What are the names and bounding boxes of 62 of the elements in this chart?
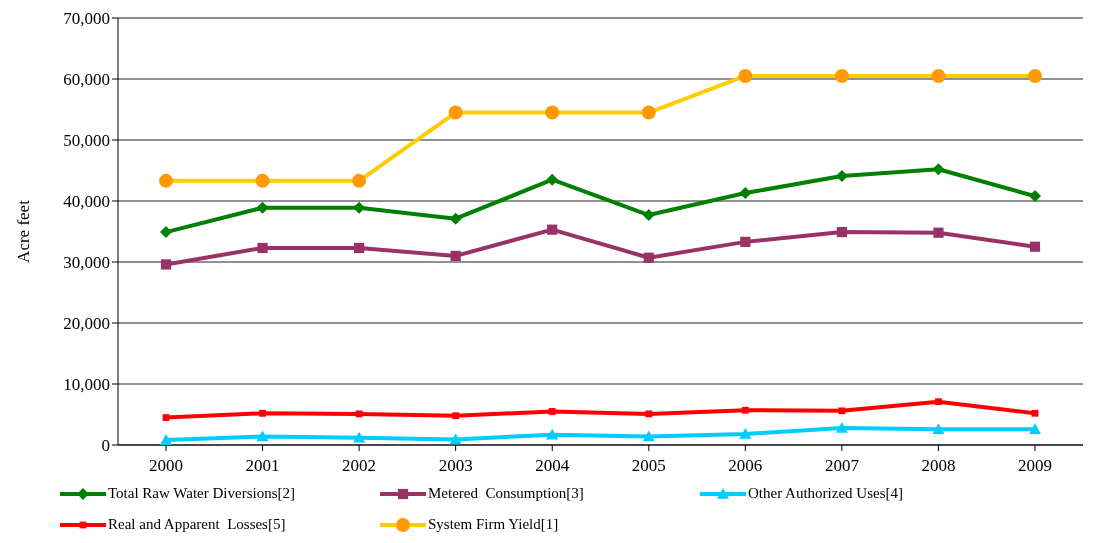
point <box>739 428 752 439</box>
legend-label: System Firm Yield[1] <box>428 516 559 533</box>
point <box>160 259 172 270</box>
y-tick-label: 0 <box>101 436 110 456</box>
point <box>835 421 848 433</box>
point <box>935 398 942 406</box>
y-tick-label: 20,000 <box>63 314 110 334</box>
point <box>741 406 749 414</box>
point <box>354 242 365 254</box>
point <box>160 434 172 445</box>
x-tick-label: 2009 <box>1018 456 1052 476</box>
x-tick-label: 2008 <box>921 456 956 476</box>
point <box>835 169 848 182</box>
x-tick-label: 2001 <box>245 456 280 476</box>
point <box>353 431 366 443</box>
point <box>160 226 172 239</box>
y-tick-label: 40,000 <box>63 192 110 212</box>
point <box>838 407 846 415</box>
y-tick-label: 50,000 <box>63 131 110 151</box>
legend-label: Metered Consumption[3] <box>428 485 584 502</box>
y-tick-label: 70,000 <box>63 9 110 29</box>
point <box>836 227 847 238</box>
point <box>257 242 268 254</box>
point <box>259 409 266 417</box>
point <box>547 224 558 235</box>
point <box>1031 409 1039 417</box>
point <box>739 187 752 200</box>
point <box>546 428 559 440</box>
point <box>546 173 559 186</box>
x-tick-label: 2007 <box>824 456 860 476</box>
point <box>645 410 653 418</box>
point <box>1029 423 1041 434</box>
point <box>933 227 944 238</box>
point <box>1029 190 1041 203</box>
point <box>162 414 170 421</box>
x-tick-label: 2004 <box>535 456 570 476</box>
legend-label: Total Raw Water Diversions[2] <box>108 485 296 502</box>
legend-label: Other Authorized Uses[4] <box>748 485 903 502</box>
x-tick-label: 2003 <box>438 456 473 476</box>
point <box>256 430 269 442</box>
x-tick-label: 2002 <box>342 456 377 476</box>
point <box>449 433 462 445</box>
point <box>548 408 556 415</box>
x-tick-label: 2005 <box>631 456 666 476</box>
point <box>642 430 655 442</box>
x-tick-label: 2006 <box>728 456 763 476</box>
y-axis-title: Acre feet <box>14 199 34 263</box>
y-tick-label: 10,000 <box>63 375 110 395</box>
point <box>643 252 654 263</box>
x-tick-label: 2000 <box>149 456 183 476</box>
y-tick-label: 60,000 <box>63 70 110 90</box>
point <box>1029 241 1041 252</box>
point <box>642 209 655 222</box>
y-tick-label: 30,000 <box>63 253 110 273</box>
point <box>353 201 366 214</box>
point <box>452 412 460 420</box>
point <box>932 163 945 176</box>
point <box>355 410 363 418</box>
point <box>450 250 461 261</box>
point <box>740 236 751 247</box>
point <box>932 423 945 434</box>
legend-label: Real and Apparent Losses[5] <box>108 516 286 533</box>
